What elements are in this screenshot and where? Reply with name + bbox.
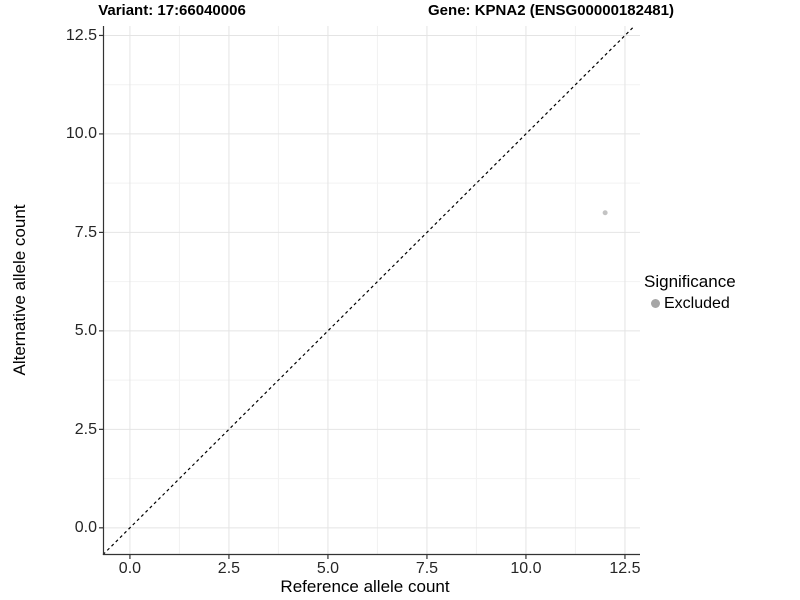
- data-point: [602, 210, 608, 216]
- x-tick-label: 0.0: [118, 560, 142, 577]
- x-tick-label: 12.5: [609, 560, 641, 577]
- legend-entry: Excluded: [644, 294, 736, 313]
- legend: Significance Excluded: [644, 272, 736, 313]
- y-tick-label: 7.5: [74, 223, 97, 241]
- y-tick-label: 5.0: [74, 322, 97, 340]
- x-tick-label: 2.5: [217, 560, 241, 577]
- x-tick-label: 5.0: [316, 560, 340, 577]
- x-tick-label: 10.0: [510, 560, 542, 577]
- plot-panel: [99, 25, 640, 559]
- y-tick-label: 12.5: [65, 26, 97, 44]
- x-axis-title: Reference allele count: [280, 577, 450, 596]
- gene-title: Gene: KPNA2 (ENSG00000182481): [428, 2, 674, 19]
- legend-entries: Excluded: [644, 294, 736, 313]
- legend-entry-label: Excluded: [664, 295, 730, 312]
- y-axis-tick-labels: 0.0 2.5 5.0 7.5 10.0 12.5: [0, 26, 97, 555]
- variant-title: Variant: 17:66040006: [98, 2, 246, 19]
- x-tick-label: 7.5: [415, 560, 439, 577]
- legend-key-dot-icon: [651, 299, 660, 308]
- y-tick-label: 2.5: [74, 420, 97, 438]
- identity-line: [102, 25, 635, 556]
- y-tick-label: 10.0: [65, 125, 97, 143]
- x-axis-tick-labels: 0.0 2.5 5.0 7.5 10.0 12.5: [103, 559, 641, 579]
- legend-title: Significance: [644, 272, 736, 291]
- y-tick-label: 0.0: [74, 519, 97, 537]
